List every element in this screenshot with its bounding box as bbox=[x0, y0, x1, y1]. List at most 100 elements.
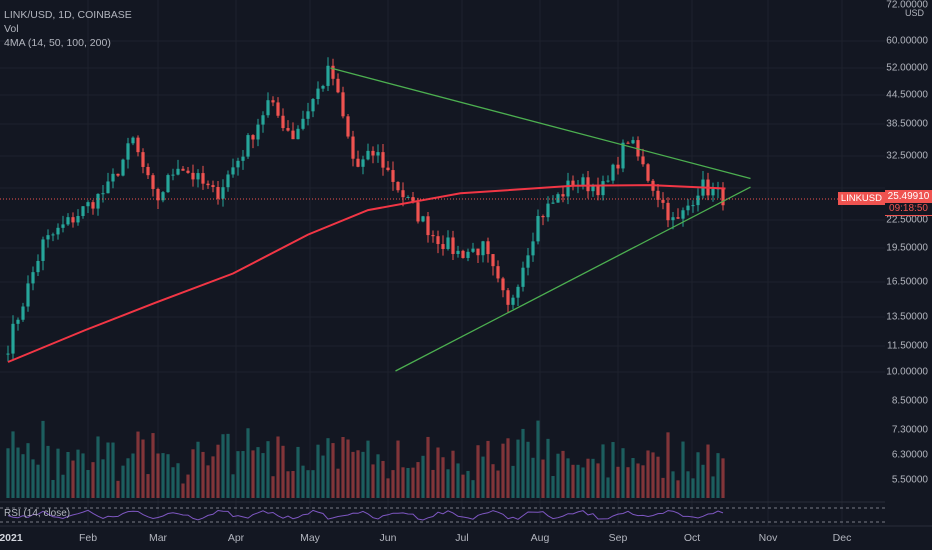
candle-body bbox=[601, 181, 605, 196]
candle-body bbox=[711, 188, 715, 196]
volume-bar bbox=[601, 444, 605, 498]
price-tick: 38.50000 bbox=[886, 118, 928, 130]
candle-body bbox=[66, 217, 70, 225]
time-tick: Jul bbox=[455, 532, 469, 544]
volume-bar bbox=[606, 477, 610, 498]
candle-body bbox=[481, 241, 485, 256]
volume-bar bbox=[36, 464, 40, 498]
volume-bar bbox=[526, 441, 530, 498]
candle-body bbox=[386, 167, 390, 171]
volume-bar bbox=[61, 474, 65, 498]
volume-indicator-label[interactable]: Vol bbox=[4, 23, 19, 35]
candle-body bbox=[646, 164, 650, 181]
candle-body bbox=[561, 194, 565, 197]
candle-body bbox=[61, 224, 65, 228]
lower-trendline bbox=[395, 186, 751, 372]
volume-bar bbox=[421, 455, 425, 498]
price-tick: 19.50000 bbox=[886, 242, 928, 254]
bar-countdown: 09:18:50 bbox=[885, 203, 932, 215]
candle-body bbox=[486, 241, 490, 255]
candle-body bbox=[86, 202, 90, 207]
volume-bar bbox=[236, 451, 240, 498]
volume-bar bbox=[406, 467, 410, 498]
volume-bar bbox=[476, 445, 480, 498]
volume-bar bbox=[451, 450, 455, 498]
candle-body bbox=[226, 174, 230, 188]
candle-body bbox=[276, 102, 280, 116]
volume-bar bbox=[101, 459, 105, 498]
volume-bar bbox=[596, 463, 600, 498]
volume-bar bbox=[441, 457, 445, 498]
volume-bar bbox=[671, 471, 675, 498]
price-tick: 5.50000 bbox=[891, 474, 928, 486]
volume-bar bbox=[506, 438, 510, 498]
candle-body bbox=[51, 234, 55, 236]
volume-bar bbox=[306, 470, 310, 498]
candle-body bbox=[516, 286, 520, 298]
volume-bar bbox=[706, 444, 710, 498]
price-tick: 6.30000 bbox=[891, 449, 928, 461]
volume-bar bbox=[86, 470, 90, 498]
candle-body bbox=[616, 164, 620, 169]
volume-bar bbox=[366, 440, 370, 498]
volume-bar bbox=[41, 420, 45, 498]
time-tick: May bbox=[300, 532, 320, 544]
candle-body bbox=[396, 181, 400, 191]
volume-bar bbox=[401, 467, 405, 498]
candle-body bbox=[16, 319, 20, 324]
last-price-tag: 25.49910 09:18:50 bbox=[885, 190, 932, 216]
volume-bar bbox=[326, 438, 330, 498]
volume-bar bbox=[716, 453, 720, 498]
candle-body bbox=[571, 180, 575, 187]
volume-bar bbox=[116, 480, 120, 498]
volume-bar bbox=[621, 448, 625, 498]
rsi-indicator-label[interactable]: RSI (14, close) bbox=[4, 508, 71, 519]
candle-body bbox=[41, 239, 45, 261]
volume-bar bbox=[81, 453, 85, 498]
volume-bar bbox=[436, 447, 440, 498]
time-tick: Feb bbox=[78, 532, 98, 544]
candle-body bbox=[166, 175, 170, 193]
volume-bar bbox=[31, 459, 35, 498]
candle-body bbox=[101, 193, 105, 195]
candle-body bbox=[606, 180, 610, 182]
ma-indicator-label[interactable]: 4MA (14, 50, 100, 200) bbox=[4, 37, 111, 49]
candle-body bbox=[241, 156, 245, 161]
candle-body bbox=[96, 193, 100, 209]
volume-bar bbox=[136, 431, 140, 498]
price-axis[interactable]: 72.00000 USD 60.00000 52.00000 44.50000 … bbox=[885, 0, 932, 550]
candle-body bbox=[591, 186, 595, 192]
volume-bars bbox=[6, 420, 725, 498]
volume-bar bbox=[216, 444, 220, 498]
volume-bar bbox=[161, 453, 165, 498]
candle-body bbox=[131, 137, 135, 144]
candle-body bbox=[621, 142, 625, 169]
candle-body bbox=[666, 202, 670, 221]
candle-body bbox=[581, 177, 585, 185]
currency-unit: USD bbox=[904, 8, 924, 18]
candlesticks bbox=[6, 57, 725, 362]
symbol-price-tag: LINKUSD bbox=[837, 192, 885, 205]
volume-bar bbox=[21, 454, 25, 498]
candle-body bbox=[26, 283, 30, 307]
candle-body bbox=[381, 152, 385, 168]
candle-body bbox=[76, 215, 80, 223]
candle-body bbox=[676, 217, 680, 219]
symbol-title[interactable]: LINK/USD, 1D, COINBASE bbox=[4, 9, 132, 21]
volume-bar bbox=[226, 433, 230, 498]
volume-bar bbox=[341, 436, 345, 498]
volume-bar bbox=[371, 464, 375, 498]
volume-bar bbox=[431, 469, 435, 498]
candle-body bbox=[306, 111, 310, 119]
candle-body bbox=[656, 190, 660, 200]
volume-bar bbox=[156, 453, 160, 498]
volume-bar bbox=[76, 449, 80, 498]
volume-bar bbox=[536, 420, 540, 498]
candle-body bbox=[116, 173, 120, 176]
volume-bar bbox=[546, 438, 550, 498]
volume-bar bbox=[386, 478, 390, 498]
candle-body bbox=[466, 251, 470, 258]
volume-bar bbox=[166, 454, 170, 498]
candle-body bbox=[321, 85, 325, 89]
